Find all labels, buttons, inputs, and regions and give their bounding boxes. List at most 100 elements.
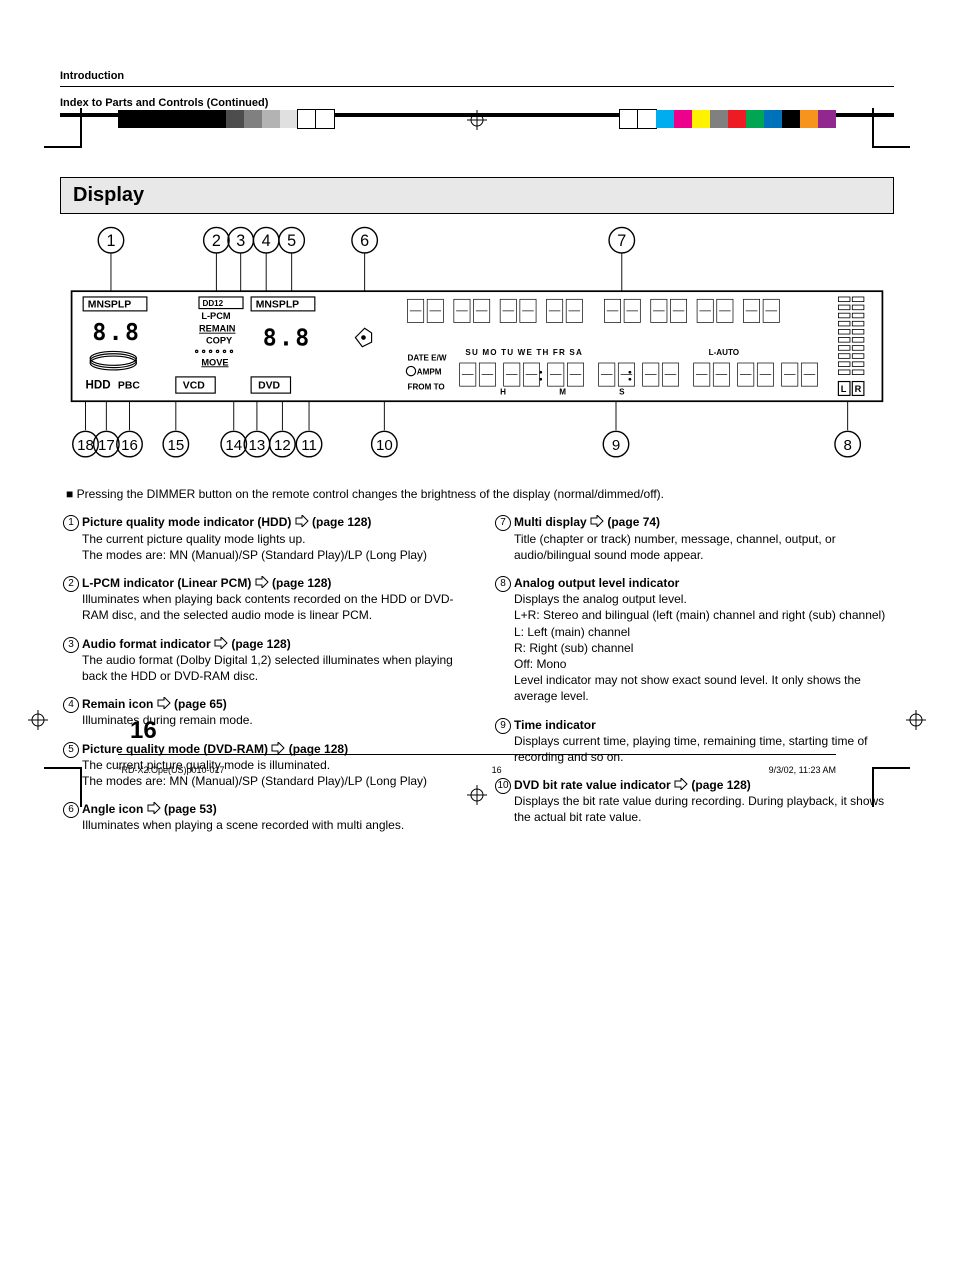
list-item: 6Angle icon (page 53)Illuminates when pl… <box>60 801 462 833</box>
svg-text:2: 2 <box>212 232 221 250</box>
page-number: 16 <box>130 717 157 745</box>
item-number: 9 <box>492 717 514 734</box>
list-item: 4Remain icon (page 65)Illuminates during… <box>60 696 462 728</box>
svg-text:18: 18 <box>77 437 94 454</box>
svg-text:11: 11 <box>301 437 317 454</box>
svg-text:5: 5 <box>287 232 296 250</box>
footer: *RD-X2.Ope(US)p010-017 16 9/3/02, 11:23 … <box>118 765 836 775</box>
svg-text:16: 16 <box>121 437 138 454</box>
color-strip-right <box>620 110 836 128</box>
svg-text:14: 14 <box>225 437 242 454</box>
dimmer-note: ■ Pressing the DIMMER button on the remo… <box>66 486 894 502</box>
svg-text:COPY: COPY <box>206 335 233 345</box>
footer-page: 16 <box>492 765 502 775</box>
footer-datetime: 9/3/02, 11:23 AM <box>769 765 836 775</box>
item-body: Picture quality mode indicator (HDD) (pa… <box>82 514 462 563</box>
item-number: 6 <box>60 801 82 818</box>
registration-cross-icon <box>906 710 926 730</box>
list-item: 2L-PCM indicator (Linear PCM) (page 128)… <box>60 575 462 624</box>
page-ref-arrow-icon <box>271 742 285 754</box>
footer-rule <box>118 754 836 755</box>
list-item: 8Analog output level indicator Displays … <box>492 575 894 705</box>
svg-text:PBC: PBC <box>118 380 140 391</box>
right-column: 7Multi display (page 74)Title (chapter o… <box>492 514 894 845</box>
svg-text:4: 4 <box>262 232 271 250</box>
crop-mark <box>44 146 80 148</box>
page-ref-arrow-icon <box>590 515 604 527</box>
crop-mark <box>874 146 910 148</box>
list-item: 7Multi display (page 74)Title (chapter o… <box>492 514 894 563</box>
page-ref-arrow-icon <box>295 515 309 527</box>
crop-mark <box>874 767 910 769</box>
item-number: 3 <box>60 636 82 653</box>
svg-text:13: 13 <box>249 437 266 454</box>
svg-text:6: 6 <box>360 232 369 250</box>
svg-text:8.8: 8.8 <box>263 326 312 352</box>
item-body: Angle icon (page 53)Illuminates when pla… <box>82 801 462 833</box>
svg-text:HDD: HDD <box>85 379 110 391</box>
svg-text:8.8: 8.8 <box>92 320 141 346</box>
item-number: 7 <box>492 514 514 531</box>
left-column: 1Picture quality mode indicator (HDD) (p… <box>60 514 462 845</box>
list-item: 1Picture quality mode indicator (HDD) (p… <box>60 514 462 563</box>
svg-text:15: 15 <box>167 437 184 454</box>
section-label: Introduction <box>60 70 894 87</box>
list-item: 3Audio format indicator (page 128)The au… <box>60 636 462 685</box>
footer-file: *RD-X2.Ope(US)p010-017 <box>118 765 225 775</box>
item-number: 1 <box>60 514 82 531</box>
page-ref-arrow-icon <box>147 802 161 814</box>
item-body: Audio format indicator (page 128)The aud… <box>82 636 462 685</box>
registration-cross-icon <box>28 710 48 730</box>
svg-text:10: 10 <box>376 437 393 454</box>
item-number: 5 <box>60 741 82 758</box>
svg-text:12: 12 <box>274 437 291 454</box>
svg-text:7: 7 <box>617 232 626 250</box>
svg-text:H M S: H M S <box>500 387 650 396</box>
page-ref-arrow-icon <box>255 576 269 588</box>
item-number: 2 <box>60 575 82 592</box>
svg-text:DVD: DVD <box>258 380 280 391</box>
svg-text:REMAIN: REMAIN <box>199 324 236 334</box>
svg-text:17: 17 <box>98 437 115 454</box>
item-body: Multi display (page 74)Title (chapter or… <box>514 514 894 563</box>
display-diagram: 1234567 18171615141312111098 MNSPLP 8.8 … <box>60 224 894 467</box>
item-body: Time indicator Displays current time, pl… <box>514 717 894 766</box>
svg-text:DATE E/W: DATE E/W <box>408 354 447 363</box>
crop-mark <box>80 767 82 807</box>
svg-text:DD12: DD12 <box>202 299 223 308</box>
svg-text:L-AUTO: L-AUTO <box>709 348 739 357</box>
item-number: 10 <box>492 777 514 794</box>
svg-text:R: R <box>855 384 862 394</box>
svg-text:MNSPLP: MNSPLP <box>256 299 299 310</box>
list-item: 10DVD bit rate value indicator (page 128… <box>492 777 894 826</box>
crop-mark <box>872 767 874 807</box>
crop-mark <box>80 108 82 148</box>
svg-text:VCD: VCD <box>183 380 205 391</box>
registration-cross-icon <box>467 785 487 805</box>
crop-mark <box>44 767 80 769</box>
list-item: 9Time indicator Displays current time, p… <box>492 717 894 766</box>
crop-mark <box>872 108 874 148</box>
display-heading: Display <box>60 177 894 214</box>
svg-text:MNSPLP: MNSPLP <box>88 299 131 310</box>
page-ref-arrow-icon <box>157 697 171 709</box>
item-body: Analog output level indicator Displays t… <box>514 575 894 705</box>
svg-text:8: 8 <box>843 437 851 454</box>
svg-text:L-PCM: L-PCM <box>201 311 231 321</box>
svg-text:MOVE: MOVE <box>201 357 228 367</box>
svg-text:AMPM: AMPM <box>417 368 442 377</box>
svg-text:L: L <box>841 384 847 394</box>
item-number: 8 <box>492 575 514 592</box>
svg-text:FROM TO: FROM TO <box>408 383 445 392</box>
svg-text:1: 1 <box>106 232 115 250</box>
svg-text:SU MO TU WE TH FR SA: SU MO TU WE TH FR SA <box>465 348 583 357</box>
svg-text:3: 3 <box>236 232 245 250</box>
svg-text:9: 9 <box>612 437 620 454</box>
item-body: L-PCM indicator (Linear PCM) (page 128)I… <box>82 575 462 624</box>
item-body: DVD bit rate value indicator (page 128)D… <box>514 777 894 826</box>
page-ref-arrow-icon <box>214 637 228 649</box>
registration-cross-icon <box>467 110 487 130</box>
item-number: 4 <box>60 696 82 713</box>
color-strip-left <box>118 110 334 128</box>
page-ref-arrow-icon <box>674 778 688 790</box>
